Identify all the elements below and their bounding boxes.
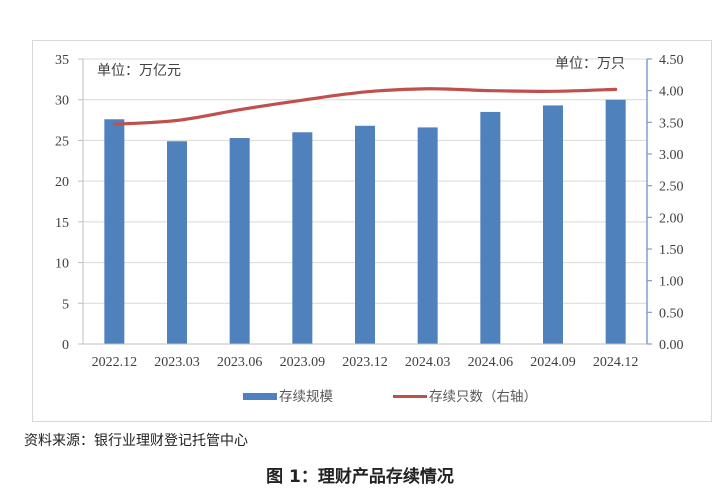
left-tick-label: 20: [55, 175, 69, 190]
right-tick-label: 1.00: [659, 275, 684, 290]
bar: [417, 127, 438, 345]
bar: [605, 99, 626, 344]
right-tick-label: 1.50: [659, 243, 684, 258]
right-axis: 0.00 0.50 1.00 1.50 2.00 2.50 3.00 3.50 4.00 4.50: [646, 53, 684, 353]
bar: [104, 119, 125, 344]
x-tick-label: 2024.09: [530, 355, 576, 370]
source-note: 资料来源：银行业理财登记托管中心: [24, 433, 248, 449]
legend: 存续规模 存续只数（右轴）: [243, 389, 537, 404]
right-tick-label: 2.00: [659, 211, 684, 226]
legend-bar-swatch: [243, 393, 277, 400]
x-tick-label: 2023.06: [217, 355, 263, 370]
bar: [229, 137, 250, 344]
right-tick-label: 3.00: [659, 148, 684, 163]
legend-bar-label: 存续规模: [279, 389, 333, 404]
bar: [543, 105, 563, 345]
left-tick-label: 25: [55, 134, 69, 149]
right-tick-label: 4.50: [659, 53, 684, 68]
left-tick-label: 30: [55, 94, 69, 109]
left-tick-label: 35: [55, 53, 69, 68]
left-tick-label: 5: [62, 297, 69, 312]
x-tick-label: 2022.12: [92, 355, 138, 370]
left-axis: 0 5 10 15 20 25 30 35: [55, 53, 84, 353]
left-unit-label: 单位：万亿元: [97, 63, 181, 79]
left-tick-label: 15: [55, 216, 69, 231]
left-tick-label: 0: [62, 338, 69, 353]
bar: [292, 132, 313, 344]
x-axis: 2022.12 2023.03 2023.06 2023.09 2023.12 2024.…: [83, 343, 647, 370]
x-tick-label: 2024.12: [593, 355, 639, 370]
line-series-count: [112, 87, 618, 126]
right-tick-label: 3.50: [659, 116, 684, 131]
x-tick-label: 2023.12: [342, 355, 388, 370]
count-line: [112, 87, 618, 126]
bar-series-scale: [104, 99, 626, 345]
x-tick-label: 2024.06: [468, 355, 514, 370]
x-tick-label: 2024.03: [405, 355, 451, 370]
x-tick-label: 2023.09: [280, 355, 326, 370]
bar: [480, 111, 501, 344]
bar: [167, 141, 187, 344]
bar: [355, 125, 375, 345]
combo-chart: 0 5 10 15 20 25 30 35 0.00 0.50 1.00 1.50 2.00 2.50 3…: [55, 53, 684, 404]
right-tick-label: 0.50: [659, 306, 684, 321]
legend-line-label: 存续只数（右轴）: [429, 389, 537, 404]
chart-frame: 0 5 10 15 20 25 30 35 0.00 0.50 1.00 1.50 2.00 2.50 3…: [32, 40, 712, 422]
figure-caption: 图 1：理财产品存续情况: [266, 467, 454, 487]
left-tick-label: 10: [55, 257, 69, 272]
x-tick-label: 2023.03: [154, 355, 200, 370]
right-tick-label: 0.00: [659, 338, 684, 353]
right-tick-label: 2.50: [659, 180, 684, 195]
right-tick-label: 4.00: [659, 85, 684, 100]
right-unit-label: 单位：万只: [555, 56, 625, 72]
legend-line-swatch: [393, 395, 427, 398]
